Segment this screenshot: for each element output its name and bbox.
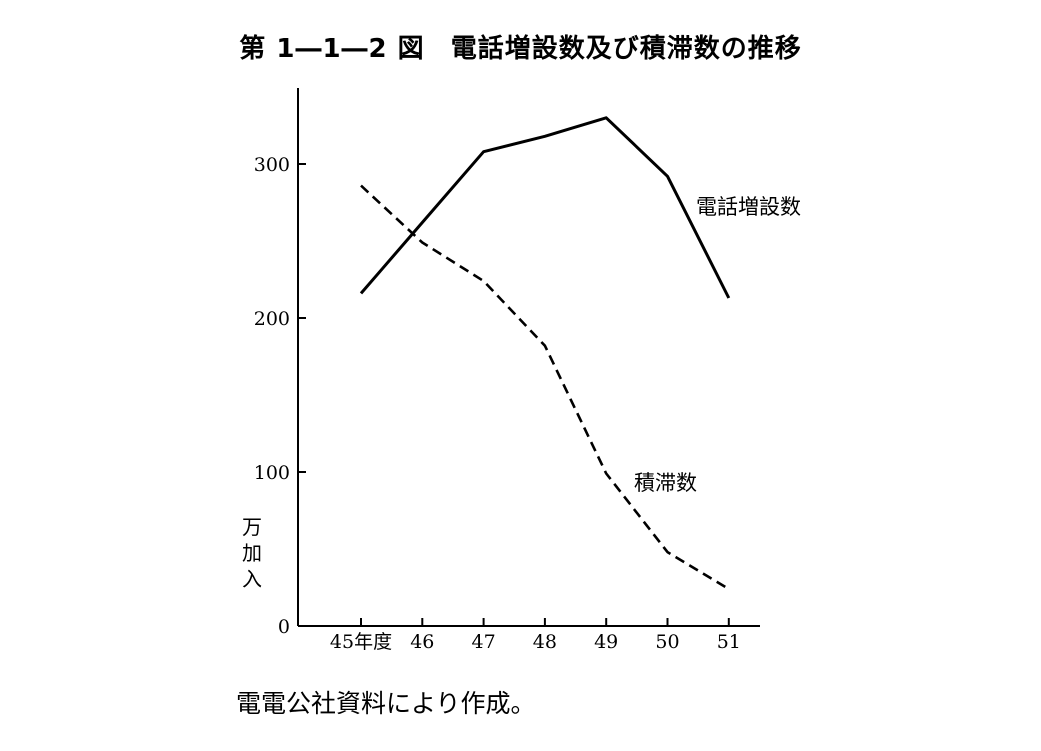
- y-tick-label: 300: [254, 154, 290, 176]
- chart-series: [359, 116, 731, 591]
- y-tick-label: 100: [254, 462, 290, 484]
- y-ticks: 0 100 200 300: [254, 154, 306, 638]
- y-tick-label: 200: [254, 308, 290, 330]
- chart-title: 第 1―1―2 図電話増設数及び積滞数の推移: [0, 28, 1041, 65]
- x-tick-label: 50: [655, 631, 679, 653]
- y-axis-label-char: 加: [242, 541, 262, 565]
- y-axis-label-char: 万: [242, 515, 262, 539]
- y-tick-label: 0: [278, 616, 290, 638]
- x-tick-label: 51: [717, 631, 741, 653]
- chart-axes: [297, 88, 760, 627]
- x-ticks: 45年度 46 47 48 49 50 51: [330, 618, 741, 653]
- series-line-backlog: [360, 184, 730, 591]
- x-tick-label: 47: [472, 631, 496, 653]
- source-note: 電電公社資料により作成。: [236, 689, 536, 718]
- x-tick-label: 48: [533, 631, 557, 653]
- series-line-telephone-additions: [359, 116, 731, 299]
- series-label-telephone-additions: 電話増設数: [696, 195, 801, 219]
- y-axis-label: 万加入: [242, 515, 262, 591]
- y-axis-label-char: 入: [242, 567, 262, 591]
- figure-number: 第 1―1―2 図: [239, 34, 425, 64]
- figure-title: 電話増設数及び積滞数の推移: [450, 34, 802, 64]
- x-tick-label: 49: [594, 631, 618, 653]
- x-tick-label: 46: [410, 631, 434, 653]
- series-label-backlog: 積滞数: [634, 471, 697, 495]
- x-tick-label: 45年度: [330, 631, 392, 653]
